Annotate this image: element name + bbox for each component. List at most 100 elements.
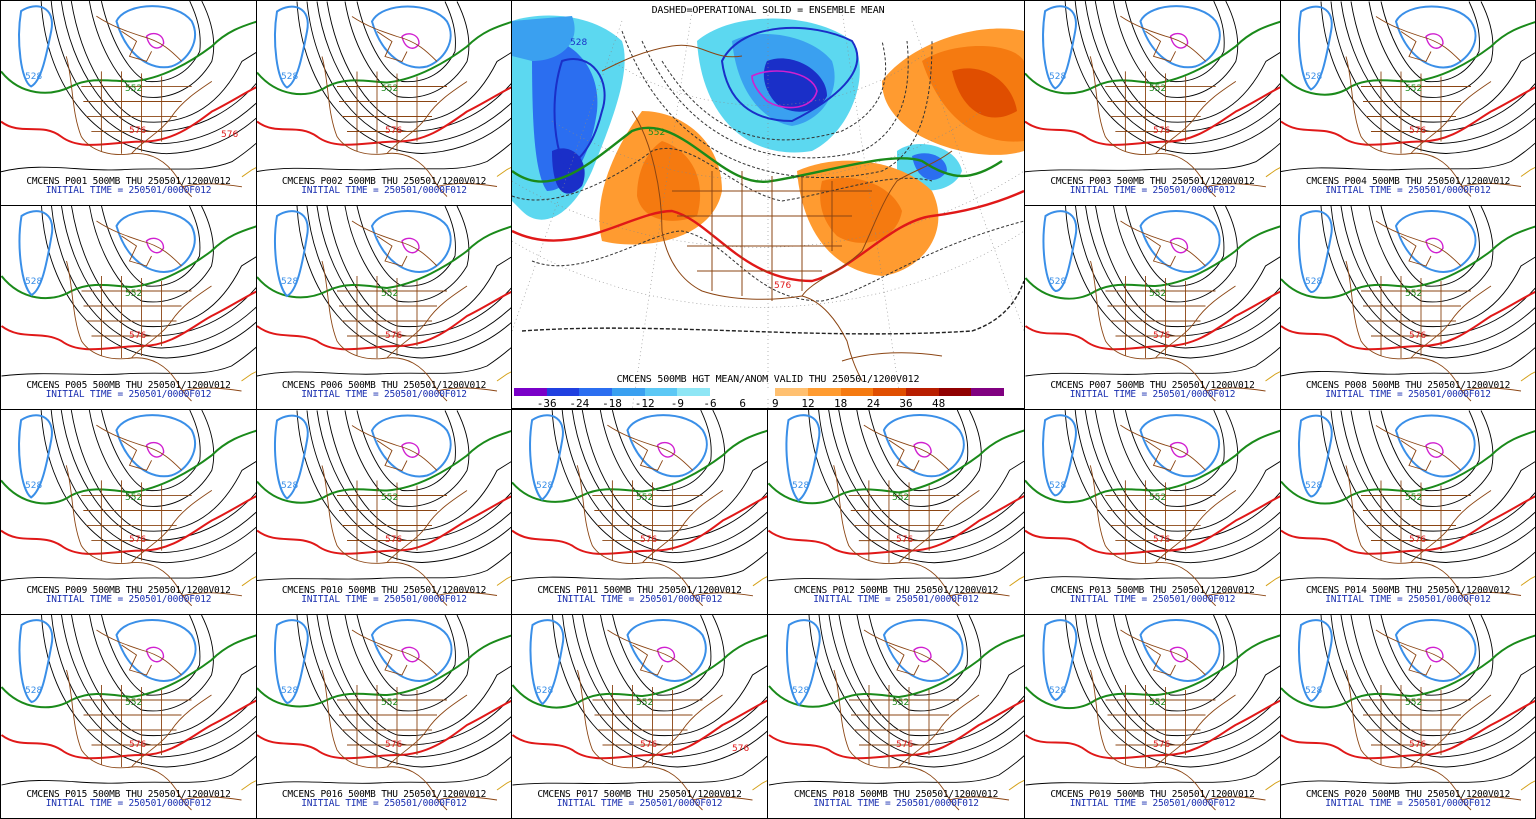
contour-label-576: 576 [385,331,403,341]
member-map [257,206,511,402]
contour-label-576: 576 [1153,126,1171,136]
member-caption: CMCENS P009 500MB THU 250501/1200V012 [26,585,231,596]
member-map [1281,410,1535,606]
contour-label-552: 552 [636,493,654,503]
member-initial-time: INITIAL TIME = 250501/0000F012 [45,798,212,809]
legend-swatch [514,388,547,396]
member-caption: CMCENS P012 500MB THU 250501/1200V012 [793,585,999,596]
legend-swatch [840,388,874,396]
legend-tick: -18 [602,397,622,409]
member-initial-time: INITIAL TIME = 250501/0000F012 [45,594,212,605]
member-initial-time: INITIAL TIME = 250501/0000F012 [301,798,467,809]
legend-tick: 12 [801,397,815,409]
legend-tick: 6 [739,397,746,409]
contour-label-552: 552 [381,289,399,299]
contour-label-552: 552 [125,698,143,708]
contour-label-552: 552 [381,493,399,503]
contour-label-576: 576 [640,740,658,750]
member-initial-time: INITIAL TIME = 250501/0000F012 [1069,389,1236,400]
contour-label-552: 552 [1149,493,1167,503]
member-initial-time: INITIAL TIME = 250501/0000F012 [301,594,467,605]
contour-label-576: 576 [1409,740,1427,750]
coastlines-borders [601,44,953,382]
member-map [257,410,511,606]
member-panel: 528 552 576 CMCENS P013 500MB THU 250501/12… [1024,409,1281,615]
contour-label-528: 528 [25,277,43,287]
member-initial-time: INITIAL TIME = 250501/0000F012 [1069,798,1236,809]
member-map [257,615,511,811]
contour-label-576: 576 [129,535,147,545]
member-caption: CMCENS P011 500MB THU 250501/1200V012 [537,585,742,596]
member-initial-time: INITIAL TIME = 250501/0000F012 [45,185,212,196]
member-panel: 528 552 576 CMCENS P004 500MB THU 250501/12… [1280,0,1536,206]
contour-label-552: 552 [125,493,143,503]
member-initial-time: INITIAL TIME = 250501/0000F012 [1325,185,1491,196]
anomaly-shading [512,15,1024,276]
member-map [1281,206,1535,402]
member-initial-time: INITIAL TIME = 250501/0000F012 [45,389,212,400]
member-caption: CMCENS P003 500MB THU 250501/1200V012 [1050,176,1255,187]
member-panel: 528 552 576 CMCENS P011 500MB THU 250501/12… [511,409,768,615]
member-map [1025,410,1280,607]
member-caption: CMCENS P001 500MB THU 250501/1200V012 [26,176,231,187]
contour-label-528: 528 [281,72,299,82]
contour-label-528: 528 [25,481,43,491]
legend-swatch [742,388,776,396]
contour-label-576: 576 [221,130,239,140]
member-map [1025,206,1280,402]
contour-label-528: 528 [1305,686,1323,696]
member-initial-time: INITIAL TIME = 250501/0000F012 [1325,389,1491,400]
legend-swatch [579,388,613,396]
contour-label-552: 552 [1405,698,1423,708]
contour-label-576: 576 [1409,535,1427,545]
member-panel: 528 552 576 CMCENS P016 500MB THU 250501/12… [256,614,512,819]
member-initial-time: INITIAL TIME = 250501/0000F012 [301,185,467,196]
legend-swatch [808,388,841,396]
contour-label-528: 528 [536,686,554,696]
legend-tick: 18 [834,397,848,409]
contour-label-576: 576 [732,744,750,754]
member-map [1025,615,1280,811]
ensemble-mean-panel: DASHED=OPERATIONAL SOLID = ENSEMBLE MEAN… [511,0,1025,409]
contour-label-552: 552 [1149,84,1167,94]
contour-label-552: 552 [1405,289,1423,299]
member-panel: 528 552 576 CMCENS P008 500MB THU 250501/12… [1280,205,1536,410]
member-panel: 528 552 576 CMCENS P002 500MB THU 250501/12… [256,0,512,206]
member-panel: 528 552 576 CMCENS P010 500MB THU 250501/12… [256,409,512,615]
member-caption: CMCENS P004 500MB THU 250501/1200V012 [1305,176,1511,187]
contour-label-528: 528 [1049,481,1067,491]
member-map [768,410,1024,607]
member-initial-time: INITIAL TIME = 250501/0000F012 [556,798,723,809]
member-panel: 528 552 576 576 CMCENS P017 500MB THU 250501… [511,614,768,819]
member-map [1,410,256,607]
member-map [512,615,767,811]
member-panel: 528 552 576 CMCENS P012 500MB THU 250501/12… [767,409,1025,615]
contour-label-576: 576 [896,535,914,545]
member-initial-time: INITIAL TIME = 250501/0000F012 [1069,594,1236,605]
member-panel: 528 552 576 576 CMCENS P001 500MB THU 250501… [0,0,257,206]
member-map [1,615,256,811]
contour-label-528: 528 [536,481,554,491]
legend-tick: -12 [634,397,655,409]
member-panel: 528 552 576 CMCENS P015 500MB THU 250501/12… [0,614,257,819]
member-caption: CMCENS P014 500MB THU 250501/1200V012 [1305,585,1511,596]
member-caption: CMCENS P019 500MB THU 250501/1200V012 [1050,789,1255,800]
legend-swatch [677,388,711,396]
ensemble-mean-map [512,10,1024,408]
member-panel: 528 552 576 CMCENS P014 500MB THU 250501/12… [1280,409,1536,615]
anomaly-color-legend [514,388,1005,396]
contour-label-576: 576 [896,740,914,750]
contour-label-528: 528 [1305,481,1323,491]
member-initial-time: INITIAL TIME = 250501/0000F012 [1325,798,1491,809]
member-caption: CMCENS P013 500MB THU 250501/1200V012 [1050,585,1255,596]
legend-tick: -9 [670,397,684,409]
legend-swatch [873,388,907,396]
member-panel: 528 552 576 CMCENS P003 500MB THU 250501/12… [1024,0,1281,206]
center-label-552: 552 [648,128,666,138]
contour-label-528: 528 [1305,277,1323,287]
center-label-528: 528 [570,38,588,48]
member-panel: 528 552 576 CMCENS P018 500MB THU 250501/12… [767,614,1025,819]
contour-label-528: 528 [25,686,43,696]
legend-swatch [644,388,678,396]
legend-tick: -36 [536,397,557,409]
